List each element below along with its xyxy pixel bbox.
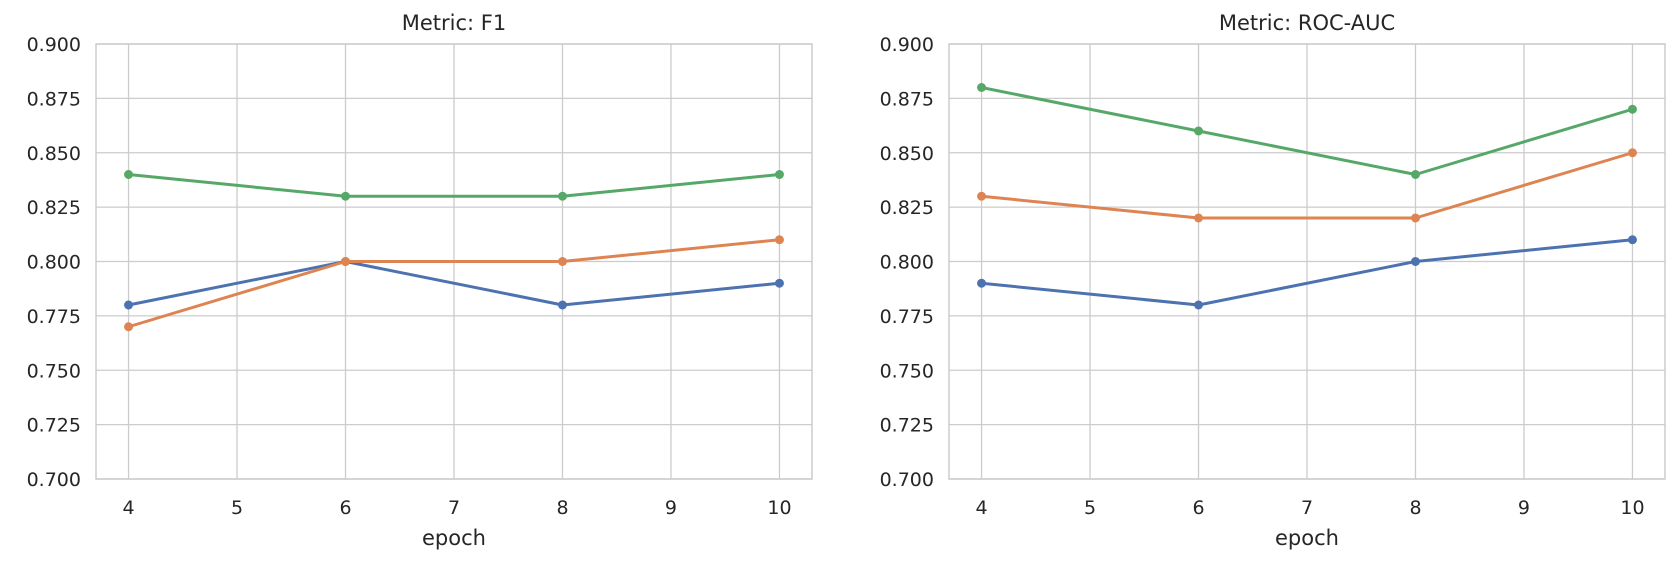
series-line-blue-series <box>980 238 1634 307</box>
data-point-orange-series <box>124 322 134 332</box>
y-tick-label: 0.850 <box>27 143 81 165</box>
chart-title: Metric: ROC-AUC <box>1219 11 1395 35</box>
y-tick-label: 0.750 <box>27 360 81 382</box>
data-point-green-series <box>774 170 784 179</box>
x-tick-label: 8 <box>1409 497 1421 519</box>
x-tick-label: 8 <box>556 497 568 519</box>
y-tick-label: 0.700 <box>880 469 934 491</box>
plot-border <box>95 43 813 480</box>
data-point-green-series <box>1410 170 1420 179</box>
x-axis-label: epoch <box>422 526 486 550</box>
data-point-orange-series <box>977 191 987 201</box>
data-point-green-series <box>1194 126 1204 136</box>
data-point-green-series <box>1627 104 1637 114</box>
plot-border <box>948 43 1666 480</box>
x-tick-label: 9 <box>665 497 677 519</box>
data-point-blue-series <box>977 278 987 288</box>
x-tick-label: 9 <box>1518 497 1530 519</box>
chart-panel-metric-f1: 0.700 0.725 0.750 0.775 0.800 0.825 0.850 0.875… <box>27 11 813 550</box>
data-point-orange-series <box>1194 213 1204 223</box>
y-tick-label: 0.850 <box>880 143 934 165</box>
data-point-green-series <box>557 191 567 201</box>
y-tick-label: 0.725 <box>27 415 81 437</box>
x-tick-label: 5 <box>1084 497 1096 519</box>
series-line-blue-series <box>127 260 781 307</box>
data-point-blue-series <box>124 300 134 310</box>
data-point-orange-series <box>1410 213 1420 223</box>
y-tick-label: 0.800 <box>880 252 934 274</box>
data-point-blue-series <box>1627 235 1637 245</box>
x-tick-label: 7 <box>1301 497 1313 519</box>
y-tick-label: 0.775 <box>27 306 81 328</box>
data-point-green-series <box>341 191 351 201</box>
y-tick-label: 0.875 <box>27 88 81 110</box>
y-tick-label: 0.900 <box>27 34 81 56</box>
chart-title: Metric: F1 <box>402 11 506 35</box>
x-tick-label: 5 <box>231 497 243 519</box>
y-tick-label: 0.700 <box>27 469 81 491</box>
x-tick-label: 10 <box>1620 497 1644 519</box>
x-tick-label: 4 <box>975 497 987 519</box>
y-tick-label: 0.825 <box>880 197 934 219</box>
x-tick-label: 4 <box>122 497 134 519</box>
x-axis-label: epoch <box>1275 526 1339 550</box>
chart-panel-metric-roc-auc: 0.700 0.725 0.750 0.775 0.800 0.825 0.850 0.875… <box>880 11 1666 550</box>
data-point-green-series <box>977 83 987 92</box>
series-line-green-series <box>127 173 781 198</box>
series-line-orange-series <box>127 238 781 329</box>
y-tick-label: 0.725 <box>880 415 934 437</box>
series-line-orange-series <box>980 151 1634 220</box>
y-tick-label: 0.825 <box>27 197 81 219</box>
x-tick-label: 6 <box>339 497 351 519</box>
y-tick-label: 0.775 <box>880 306 934 328</box>
data-point-blue-series <box>1410 257 1420 266</box>
x-tick-label: 6 <box>1192 497 1204 519</box>
y-tick-label: 0.800 <box>27 252 81 274</box>
data-point-blue-series <box>1194 300 1204 310</box>
y-tick-label: 0.875 <box>880 88 934 110</box>
data-point-green-series <box>124 170 134 179</box>
data-point-blue-series <box>774 278 784 288</box>
y-tick-label: 0.750 <box>880 360 934 382</box>
series-line-green-series <box>980 86 1634 176</box>
data-point-blue-series <box>557 300 567 310</box>
data-point-orange-series <box>341 257 351 266</box>
data-point-orange-series <box>1627 148 1637 158</box>
data-point-orange-series <box>774 235 784 245</box>
x-tick-label: 10 <box>767 497 791 519</box>
y-tick-label: 0.900 <box>880 34 934 56</box>
data-point-orange-series <box>557 257 567 266</box>
x-tick-label: 7 <box>448 497 460 519</box>
